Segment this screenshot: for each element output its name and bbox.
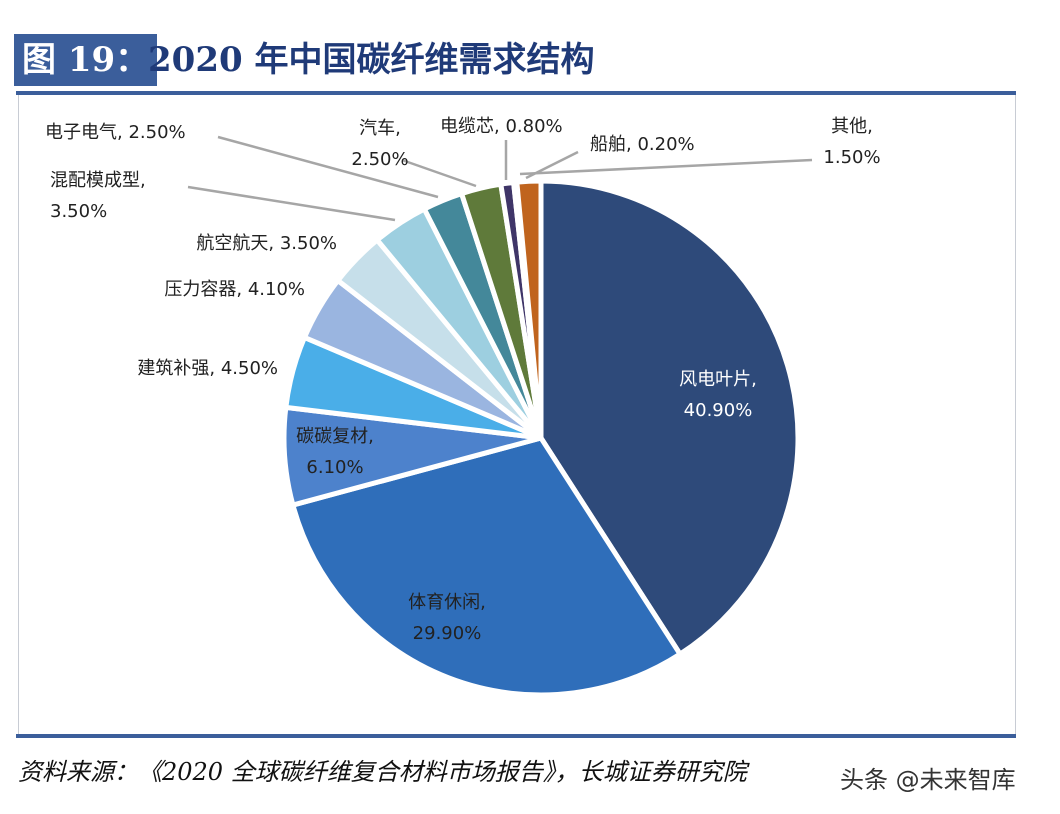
- slice-label-value: 0.20%: [637, 134, 695, 155]
- slice-label-value: 3.50%: [50, 201, 108, 222]
- frame-bottom-rule: [16, 734, 1016, 738]
- pie-slice-11: [514, 178, 544, 441]
- slice-label-name: 碳碳复材,: [296, 426, 374, 447]
- chart-frame: [18, 92, 1016, 735]
- slice-label-5: 航空航天, 3.50%: [196, 228, 337, 259]
- slice-label-10: 船舶, 0.20%: [590, 129, 695, 160]
- slice-label-1: 体育休闲, 29.90%: [408, 587, 486, 649]
- slice-label-4: 压力容器, 4.10%: [164, 274, 305, 305]
- slice-label-value: 6.10%: [306, 457, 364, 478]
- slice-label-name: 混配模成型,: [50, 170, 146, 191]
- figure-number: 图 19：: [14, 34, 158, 86]
- slice-label-8: 汽车, 2.50%: [351, 113, 408, 175]
- slice-label-9: 电缆芯, 0.80%: [440, 111, 563, 142]
- slice-label-value: 4.10%: [247, 279, 305, 300]
- slice-label-0: 风电叶片, 40.90%: [679, 364, 757, 426]
- slice-label-name: 汽车,: [359, 118, 401, 139]
- slice-label-name: 航空航天,: [196, 233, 280, 254]
- slice-label-6: 混配模成型, 3.50%: [50, 165, 146, 227]
- slice-label-name: 船舶,: [590, 134, 638, 155]
- frame-top-rule: [16, 91, 1016, 95]
- slice-label-value: 1.50%: [823, 147, 881, 168]
- slice-label-value: 4.50%: [220, 358, 278, 379]
- slice-label-value: 2.50%: [351, 149, 409, 170]
- slice-label-2: 碳碳复材, 6.10%: [296, 421, 374, 483]
- slice-label-name: 建筑补强,: [137, 358, 221, 379]
- slice-label-name: 其他,: [831, 116, 873, 137]
- slice-label-value: 40.90%: [683, 400, 753, 421]
- slice-label-7: 电子电气, 2.50%: [45, 117, 186, 148]
- slice-label-name: 压力容器,: [164, 279, 248, 300]
- slice-label-name: 电缆芯,: [440, 116, 506, 137]
- slice-label-name: 风电叶片,: [679, 369, 757, 390]
- slice-label-name: 体育休闲,: [408, 592, 486, 613]
- slice-label-value: 3.50%: [279, 233, 337, 254]
- leader-line-8: [401, 158, 477, 188]
- slice-label-11: 其他, 1.50%: [823, 111, 880, 173]
- source-note: 资料来源：《2020 全球碳纤维复合材料市场报告》，长城证券研究院: [18, 758, 747, 786]
- leader-line-6: [187, 185, 396, 222]
- slice-label-value: 29.90%: [412, 623, 482, 644]
- slice-label-name: 电子电气,: [45, 122, 129, 143]
- slice-label-3: 建筑补强, 4.50%: [137, 353, 278, 384]
- watermark: 头条 @未来智库: [840, 766, 1016, 794]
- slice-label-value: 0.80%: [505, 116, 563, 137]
- slice-label-value: 2.50%: [128, 122, 186, 143]
- leader-line-11: [519, 158, 813, 176]
- chart-title: 2020 年中国碳纤维需求结构: [148, 40, 595, 80]
- leader-line-7: [217, 135, 439, 199]
- pie-slice-1: [290, 435, 683, 698]
